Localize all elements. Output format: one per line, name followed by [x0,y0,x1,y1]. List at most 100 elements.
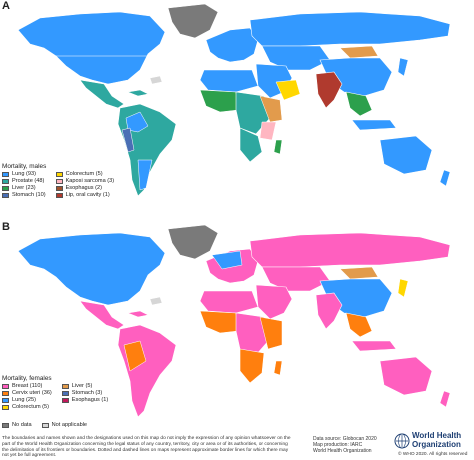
legend-label: Lip, oral cavity (1) [65,192,110,198]
legend-swatch [2,398,9,403]
source-credits: Data source: Globocan 2020 Map productio… [313,436,377,454]
legend-swatch [55,172,63,177]
region-greenland [167,224,219,260]
legend-swatch [2,405,9,410]
region-not-applicable [149,296,163,306]
map-panel-females: B Mortality, females Breast (110) Cervix … [0,221,474,433]
region-kaposi [259,121,277,141]
legend-column: Breast (110) Cervix uteri (36) Lung (25) Co… [2,383,52,411]
source-line: World Health Organization [313,448,372,454]
legend-swatch [2,384,9,389]
legend-label: Liver (23) [12,185,36,191]
region-middle-east [255,284,293,320]
region-central-asia [261,266,331,292]
region-mexico [79,79,125,109]
legend-item: Prostate (48) [2,178,46,185]
legend-item: Colorectum (5) [2,404,52,411]
legend-column: Liver (5) Stomach (3) Esophagus (1) [61,383,108,411]
region-caribbean [127,89,149,97]
legend-label: Kaposi sarcoma (3) [65,178,115,184]
panel-letter-a: A [2,0,10,12]
region-india [315,292,343,330]
legend-label: Prostate (48) [12,178,45,184]
region-japan [397,57,409,77]
region-southern-africa [239,348,265,384]
region-india [315,71,343,109]
region-north-america [17,232,166,306]
who-logo: World Health Organization [394,431,462,449]
region-andes-cervix [123,340,147,372]
source-line: Data source: Globocan 2020 [313,436,377,442]
world-map-females [17,224,451,418]
region-madagascar [273,139,283,155]
legend-item: Lip, oral cavity (1) [55,192,115,199]
region-east-africa [259,95,283,123]
region-southern-cone [137,159,153,191]
region-new-zealand [439,169,451,187]
legend-item: Esophagus (1) [61,397,108,404]
legend-item: Esophagus (2) [55,185,115,192]
region-southern-africa [239,127,263,163]
who-name-line: Organization [412,439,461,449]
legend-swatch [61,391,69,396]
legend-swatch [2,391,9,396]
availability-legend: No data Not applicable [2,421,87,429]
who-name: World Health Organization [412,431,462,449]
legend-label: Not applicable [51,422,88,428]
region-australia [379,135,433,175]
region-new-zealand [439,390,451,408]
region-russia [249,11,451,47]
source-line: Map production: IARC [313,442,363,448]
who-name-line: World Health [412,431,462,440]
region-greenland [167,3,219,39]
region-mongolia [339,45,379,59]
region-southeast-asia [345,91,373,117]
legend-item: Kaposi sarcoma (3) [55,178,115,185]
legend-swatch [61,398,69,403]
legend-females: Mortality, females Breast (110) Cervix ut… [2,375,108,411]
legend-column: Lung (93) Prostate (48) Liver (23) Stomach … [2,171,46,199]
legend-label: Lung (25) [12,397,36,403]
region-japan [397,278,409,298]
region-southeast-asia [345,312,373,338]
region-not-applicable [149,75,163,85]
legend-item: Breast (110) [2,383,52,390]
region-mongolia [339,266,379,280]
legend-swatch [2,179,9,184]
legend-swatch [2,172,9,177]
copyright-text: © WHO 2020. All rights reserved [398,452,468,457]
legend-label: No data [12,422,32,428]
region-north-africa [199,290,259,314]
legend-swatch [2,186,9,191]
legend-item: Stomach (3) [61,390,108,397]
legend-swatch [2,193,9,198]
region-arabia-colorectum [275,79,301,101]
legend-title-females: Mortality, females [2,375,52,382]
legend-males: Mortality, males Lung (93) Prostate (48) L… [2,163,114,199]
legend-item: Liver (23) [2,185,46,192]
legend-label: Lung (93) [12,171,36,177]
region-west-africa [199,89,239,113]
region-caribbean [127,310,149,318]
legend-label: Stomach (3) [71,390,103,396]
map-panel-males: A Mortality, males Lung (93) Prostate (48… [0,0,474,218]
legend-item: Lung (93) [2,171,46,178]
region-south-america [117,324,177,418]
region-europe [205,27,259,63]
world-map-males [17,3,451,197]
region-south-america-lung [125,111,149,133]
region-madagascar [273,360,283,376]
legend-label: Colorectum (5) [12,404,49,410]
legend-item: Liver (5) [61,383,108,390]
legend-swatch [2,422,9,428]
region-central-asia [261,45,331,71]
legend-swatch [55,193,63,198]
legend-column: Colorectum (5) Kaposi sarcoma (3) Esophagu… [55,171,115,199]
region-andes-stomach [121,127,135,153]
legend-label: Stomach (10) [12,192,46,198]
region-central-africa [235,91,271,135]
legend-item: Lung (25) [2,397,52,404]
region-mexico [79,300,125,330]
legend-swatch [55,186,63,191]
legend-swatch [61,384,69,389]
